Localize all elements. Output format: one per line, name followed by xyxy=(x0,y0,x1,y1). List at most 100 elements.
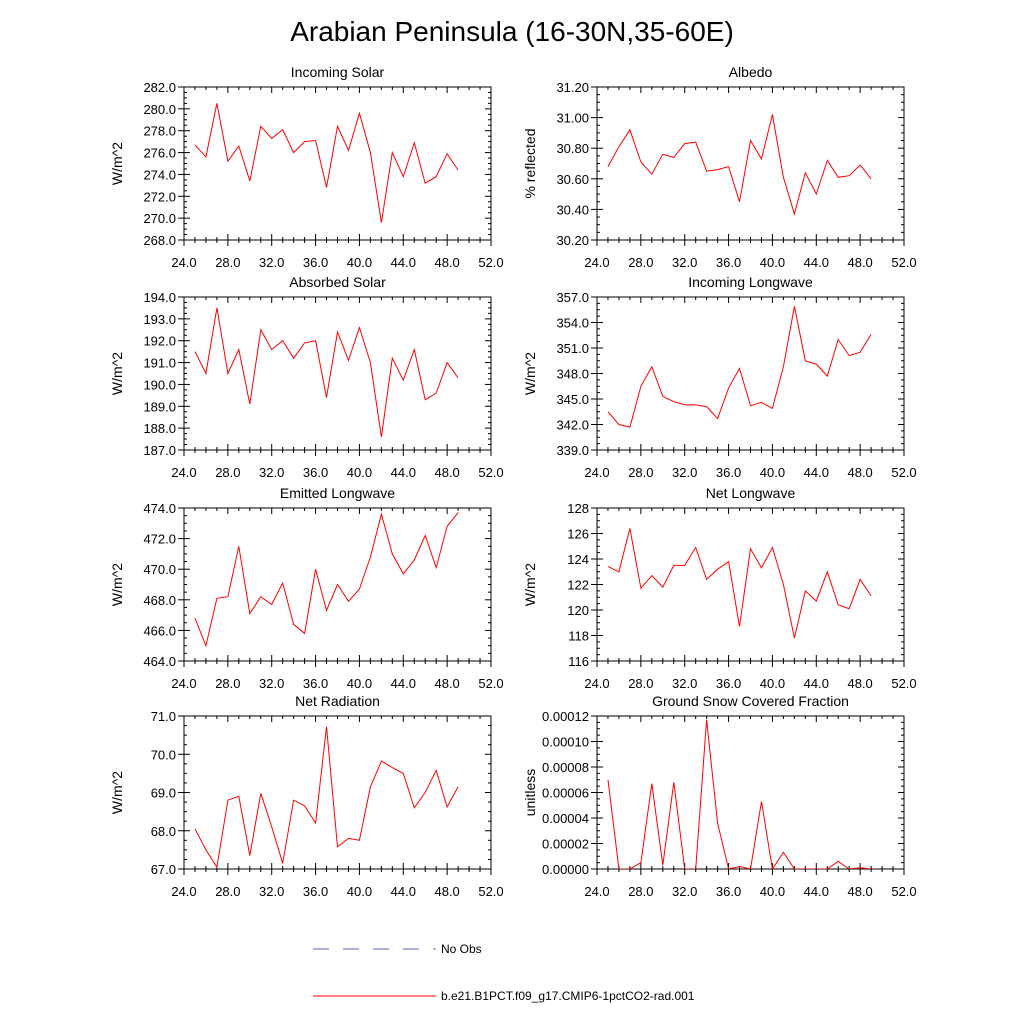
panel-title: Albedo xyxy=(729,64,773,80)
x-tick-label: 24.0 xyxy=(584,676,609,691)
y-tick-label: 474.0 xyxy=(143,501,176,516)
x-tick-label: 32.0 xyxy=(259,884,284,899)
x-tick-label: 44.0 xyxy=(391,255,416,270)
panel-grid: Incoming Solar W/m^2 24.0 28.0 32.0 36.0 40.0 4… xyxy=(109,64,917,899)
x-tick-label: 36.0 xyxy=(303,465,328,480)
series-line-model xyxy=(607,306,872,428)
x-tick-label: 36.0 xyxy=(303,676,328,691)
x-tick-label: 36.0 xyxy=(716,676,741,691)
y-tick-label: 116 xyxy=(568,654,589,669)
x-tick-label: 44.0 xyxy=(804,255,829,270)
x-tick-label: 24.0 xyxy=(171,465,196,480)
series-line-model xyxy=(607,528,872,639)
y-tick-label: 189.0 xyxy=(143,399,176,414)
panel-8: Ground Snow Covered Fraction unitless 24.0… xyxy=(522,693,917,899)
panel-7: Net Radiation W/m^2 24.0 28.0 32.0 36.0 40.0 44… xyxy=(109,693,504,899)
y-axis-label: W/m^2 xyxy=(522,352,538,395)
y-tick-label: 0.00006 xyxy=(542,786,589,801)
x-tick-label: 32.0 xyxy=(672,676,697,691)
panel-4: Incoming Longwave W/m^2 24.0 28.0 32.0 36.0 40… xyxy=(522,274,917,480)
x-tick-label: 32.0 xyxy=(259,465,284,480)
x-tick-label: 52.0 xyxy=(478,884,503,899)
y-tick-label: 466.0 xyxy=(143,623,176,638)
panel-title: Net Longwave xyxy=(706,485,796,501)
y-tick-label: 354.0 xyxy=(556,316,589,331)
x-tick-label: 40.0 xyxy=(347,676,372,691)
panel-1: Incoming Solar W/m^2 24.0 28.0 32.0 36.0 40.0 4… xyxy=(109,64,504,270)
y-tick-label: 30.20 xyxy=(556,233,589,248)
y-tick-label: 0.00010 xyxy=(542,735,589,750)
x-tick-label: 52.0 xyxy=(478,676,503,691)
x-tick-label: 44.0 xyxy=(391,676,416,691)
y-axis-label: W/m^2 xyxy=(109,142,125,185)
x-tick-label: 36.0 xyxy=(716,465,741,480)
plot-frame xyxy=(596,86,905,241)
x-tick-label: 32.0 xyxy=(672,465,697,480)
y-tick-label: 468.0 xyxy=(143,593,176,608)
x-tick-label: 44.0 xyxy=(804,465,829,480)
y-axis-label: W/m^2 xyxy=(109,352,125,395)
series-line-model xyxy=(194,307,459,437)
plot-frame xyxy=(183,296,492,451)
y-tick-label: 118 xyxy=(568,629,589,644)
x-tick-label: 44.0 xyxy=(391,465,416,480)
y-tick-label: 30.60 xyxy=(556,172,589,187)
y-tick-label: 270.0 xyxy=(143,211,176,226)
panel-5: Emitted Longwave W/m^2 24.0 28.0 32.0 36.0 40.… xyxy=(109,485,504,691)
panel-title: Incoming Solar xyxy=(291,64,385,80)
y-tick-label: 187.0 xyxy=(143,443,176,458)
x-tick-label: 40.0 xyxy=(760,465,785,480)
panel-title: Net Radiation xyxy=(295,693,380,709)
series-line-model xyxy=(607,719,872,869)
x-tick-label: 32.0 xyxy=(672,884,697,899)
legend-model-label: b.e21.B1PCT.f09_g17.CMIP6-1pctCO2-rad.00… xyxy=(441,989,695,1003)
x-tick-label: 36.0 xyxy=(716,255,741,270)
panel-title: Incoming Longwave xyxy=(688,274,813,290)
x-tick-label: 48.0 xyxy=(434,255,459,270)
x-tick-label: 24.0 xyxy=(584,255,609,270)
x-tick-label: 24.0 xyxy=(171,676,196,691)
y-tick-label: 357.0 xyxy=(556,290,589,305)
x-tick-label: 52.0 xyxy=(478,255,503,270)
x-tick-label: 32.0 xyxy=(672,255,697,270)
y-tick-label: 128 xyxy=(567,501,589,516)
x-tick-label: 44.0 xyxy=(804,676,829,691)
x-tick-label: 52.0 xyxy=(891,676,916,691)
y-tick-label: 280.0 xyxy=(143,102,176,117)
panel-title: Absorbed Solar xyxy=(289,274,386,290)
y-tick-label: 188.0 xyxy=(143,421,176,436)
y-tick-label: 120 xyxy=(567,603,589,618)
y-tick-label: 69.0 xyxy=(151,786,176,801)
x-tick-label: 24.0 xyxy=(171,255,196,270)
y-tick-label: 194.0 xyxy=(143,290,176,305)
panel-6: Net Longwave W/m^2 24.0 28.0 32.0 36.0 40.0 44.… xyxy=(522,485,917,691)
y-tick-label: 191.0 xyxy=(143,356,176,371)
y-tick-label: 0.00002 xyxy=(542,837,589,852)
panel-title: Ground Snow Covered Fraction xyxy=(652,693,849,709)
x-tick-label: 36.0 xyxy=(303,884,328,899)
y-tick-label: 70.0 xyxy=(151,747,176,762)
y-axis-label: unitless xyxy=(522,769,538,816)
y-tick-label: 124 xyxy=(567,552,589,567)
x-tick-label: 48.0 xyxy=(434,884,459,899)
series-line-model xyxy=(194,726,459,869)
x-tick-label: 48.0 xyxy=(847,255,872,270)
series-line-model xyxy=(194,103,459,223)
y-tick-label: 339.0 xyxy=(556,443,589,458)
panel-2: Albedo % reflected 24.0 28.0 32.0 36.0 40.0 44.… xyxy=(522,64,917,270)
legend: No Obs b.e21.B1PCT.f09_g17.CMIP6-1pctCO2… xyxy=(313,942,695,1003)
x-tick-label: 28.0 xyxy=(215,884,240,899)
y-tick-label: 30.80 xyxy=(556,141,589,156)
x-tick-label: 28.0 xyxy=(215,255,240,270)
y-tick-label: 0.00004 xyxy=(542,811,589,826)
x-tick-label: 48.0 xyxy=(434,465,459,480)
x-tick-label: 36.0 xyxy=(716,884,741,899)
y-tick-label: 0.00000 xyxy=(542,862,589,877)
y-tick-label: 71.0 xyxy=(151,709,176,724)
legend-obs-label: No Obs xyxy=(441,942,482,956)
x-tick-label: 44.0 xyxy=(391,884,416,899)
x-tick-label: 48.0 xyxy=(847,465,872,480)
plot-frame xyxy=(183,86,492,241)
